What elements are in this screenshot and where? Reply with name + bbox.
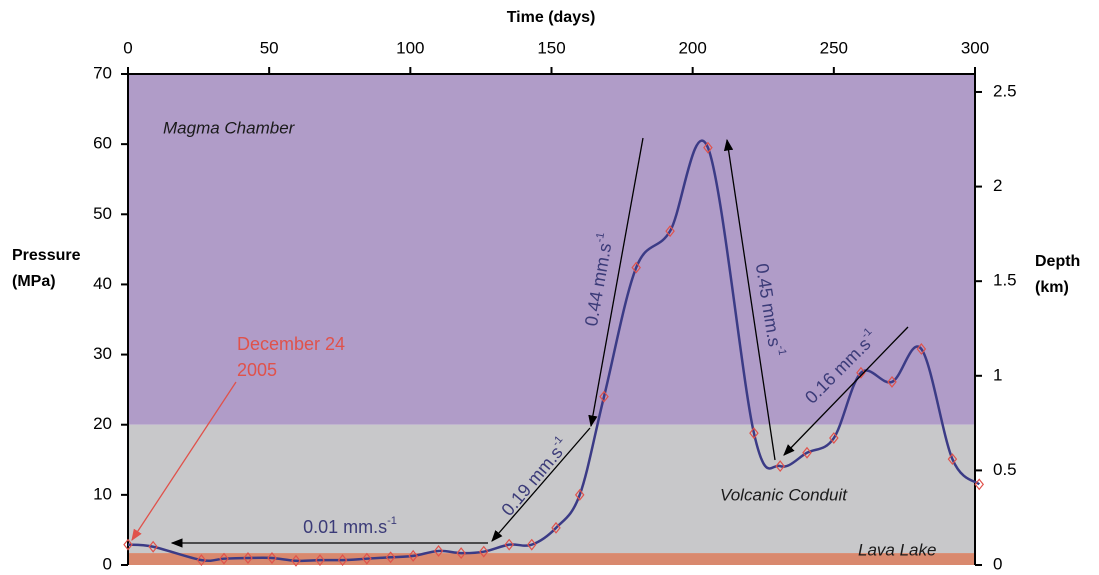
region-label: Lava Lake bbox=[858, 540, 936, 559]
data-point bbox=[196, 554, 207, 567]
arrow bbox=[491, 427, 591, 542]
data-point bbox=[749, 427, 759, 440]
x-tick-label: 200 bbox=[678, 38, 706, 57]
data-point bbox=[916, 342, 927, 355]
y-tick-label: 40 bbox=[93, 274, 112, 293]
arrow bbox=[131, 381, 237, 541]
rate-text: 0.01 mm.s bbox=[303, 517, 387, 537]
region-label: Magma Chamber bbox=[163, 118, 296, 137]
data-point bbox=[829, 432, 839, 445]
rate-sup: -1 bbox=[594, 232, 608, 244]
y-tick-label: 50 bbox=[93, 204, 112, 223]
data-point bbox=[337, 554, 348, 567]
y-tick-label: 10 bbox=[93, 484, 112, 503]
x-tick-label: 50 bbox=[260, 38, 279, 57]
data-point bbox=[243, 552, 253, 564]
y-axis-title: Pressure bbox=[12, 247, 81, 264]
x-axis-title: Time (days) bbox=[507, 9, 596, 26]
date-label: 2005 bbox=[237, 360, 277, 380]
y2-tick-label: 2 bbox=[993, 176, 1002, 195]
rate-sup: -1 bbox=[775, 345, 788, 357]
arrow bbox=[783, 326, 909, 456]
data-point bbox=[433, 545, 444, 557]
data-point bbox=[856, 366, 866, 379]
data-point bbox=[974, 478, 985, 491]
y-tick-label: 20 bbox=[93, 414, 112, 433]
data-point bbox=[123, 538, 133, 551]
data-point bbox=[362, 552, 372, 565]
rate-label: 0.01 mm.s-1 bbox=[303, 515, 397, 537]
data-point bbox=[526, 538, 537, 551]
data-point bbox=[148, 540, 158, 553]
data-point bbox=[887, 375, 897, 388]
x-tick-label: 150 bbox=[537, 38, 565, 57]
data-point bbox=[947, 453, 958, 466]
arrow bbox=[723, 138, 776, 461]
annotations bbox=[131, 137, 909, 548]
region-label: Volcanic Conduit bbox=[720, 485, 848, 504]
y-tick-label: 0 bbox=[103, 554, 112, 573]
y-tick-label: 70 bbox=[93, 63, 112, 82]
y2-tick-label: 0 bbox=[993, 554, 1002, 573]
y-tick-label: 60 bbox=[93, 134, 112, 153]
data-point bbox=[631, 261, 641, 274]
x-tick-label: 100 bbox=[396, 38, 424, 57]
arrow bbox=[588, 137, 644, 428]
y2-tick-label: 2.5 bbox=[993, 81, 1017, 100]
y-tick-label: 30 bbox=[93, 344, 112, 363]
region bbox=[128, 553, 975, 565]
date-label: December 24 bbox=[237, 334, 345, 354]
data-point bbox=[291, 554, 301, 567]
y2-tick-label: 0.5 bbox=[993, 460, 1017, 479]
data-point bbox=[574, 488, 585, 501]
rate-sup: -1 bbox=[387, 515, 397, 527]
y2-axis-title: Depth bbox=[1035, 253, 1080, 270]
y2-tick-label: 1.5 bbox=[993, 271, 1017, 290]
data-point bbox=[315, 554, 325, 567]
x-tick-label: 300 bbox=[961, 38, 989, 57]
data-point bbox=[408, 549, 418, 562]
data-point bbox=[478, 545, 489, 558]
data-point bbox=[219, 552, 229, 565]
x-tick-label: 0 bbox=[123, 38, 132, 57]
data-point bbox=[551, 521, 561, 534]
data-point bbox=[599, 390, 609, 403]
y-axis-title: (MPa) bbox=[12, 273, 56, 290]
region bbox=[128, 74, 975, 425]
data-point bbox=[267, 552, 277, 564]
data-point bbox=[504, 538, 514, 551]
data-point bbox=[802, 446, 812, 459]
x-tick-label: 250 bbox=[820, 38, 848, 57]
y2-axis-title: (km) bbox=[1035, 279, 1069, 296]
data-point bbox=[665, 225, 675, 238]
data-point bbox=[775, 460, 785, 473]
data-point bbox=[385, 551, 396, 564]
y2-tick-label: 1 bbox=[993, 365, 1002, 384]
data-point bbox=[703, 141, 713, 154]
data-point bbox=[456, 547, 466, 560]
